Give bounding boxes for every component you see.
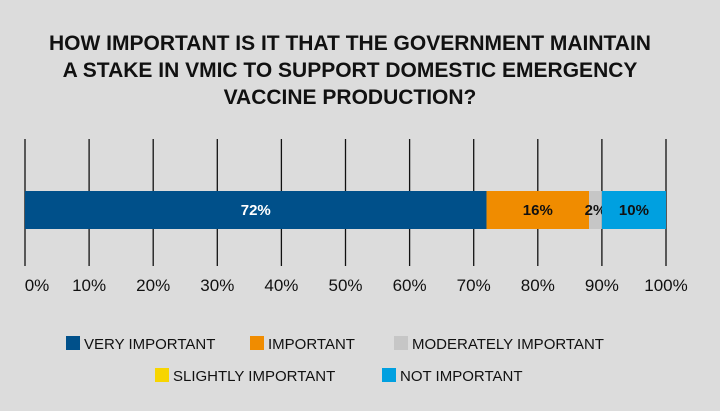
bar-segment	[486, 191, 590, 229]
x-tick-label: 10%	[72, 276, 106, 295]
legend-label: VERY IMPORTANT	[84, 336, 215, 353]
data-label: 10%	[619, 202, 649, 219]
x-tick-label: 90%	[585, 276, 619, 295]
bar-segment	[601, 191, 666, 229]
data-label: 2%	[585, 202, 607, 219]
legend-label: IMPORTANT	[268, 336, 355, 353]
x-tick-label: 100%	[644, 276, 687, 295]
legend-swatch	[394, 336, 408, 350]
x-tick-label: 70%	[457, 276, 491, 295]
x-tick-label: 40%	[264, 276, 298, 295]
x-tick-label: 50%	[328, 276, 362, 295]
legend-label: NOT IMPORTANT	[400, 368, 523, 385]
chart-title: HOW IMPORTANT IS IT THAT THE GOVERNMENT …	[49, 32, 651, 109]
data-label: 16%	[523, 202, 553, 219]
bar-segment	[25, 191, 487, 229]
x-tick-label: 60%	[393, 276, 427, 295]
legend-swatch	[250, 336, 264, 350]
data-label: 72%	[241, 202, 271, 219]
bar-segment	[589, 191, 602, 229]
x-tick-label: 30%	[200, 276, 234, 295]
x-tick-label: 20%	[136, 276, 170, 295]
x-tick-label: 80%	[521, 276, 555, 295]
legend-swatch	[155, 368, 169, 382]
legend-label: MODERATELY IMPORTANT	[412, 336, 604, 353]
legend-swatch	[382, 368, 396, 382]
legend-swatch	[66, 336, 80, 350]
legend-label: SLIGHTLY IMPORTANT	[173, 368, 335, 385]
x-tick-label: 0%	[25, 276, 50, 295]
